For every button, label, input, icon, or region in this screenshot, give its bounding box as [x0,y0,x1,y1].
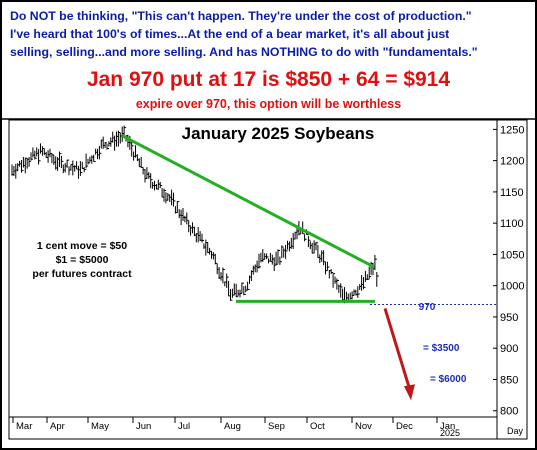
annotation-3500: = $3500 [423,343,460,354]
x-unit-label: Day [507,426,524,436]
chart-title: January 2025 Soybeans [182,124,375,143]
y-tick-label: 1050 [500,249,524,261]
y-tick-label: 950 [500,312,518,324]
x-axis-strip [8,416,498,440]
annotation-cent-move: 1 cent move = $50 [37,240,127,252]
y-tick-label: 850 [500,374,518,386]
subline-expiry: expire over 970, this option will be wor… [135,97,402,111]
y-axis-strip [496,119,528,440]
price-bars [11,125,379,304]
chart-overlays [121,134,497,401]
x-tick-label: Aug [224,421,241,432]
resistance-trendline [121,134,375,269]
projection-arrow-shaft [383,308,412,391]
annotation-6000: = $6000 [430,374,467,385]
projection-arrow-head [404,384,415,401]
annotation-dollar-move: $1 = $5000 [56,254,109,266]
y-tick-label: 1250 [500,124,524,136]
y-axis-ticks: 800 850 900 950 1000 1050 1100 1150 1200 1250 [493,124,524,418]
x-tick-label: Jan [440,421,455,432]
y-tick-label: 1000 [500,281,524,293]
header-quote: Do NOT be thinking, "This can't happen. … [10,9,478,59]
y-tick-label: 1200 [500,156,524,168]
x-tick-label: Jun [136,421,151,432]
x-tick-label: Jul [178,421,190,432]
headline-put: Jan 970 put at 17 is $850 + 64 = $914 [86,68,451,91]
y-tick-label: 900 [500,343,518,355]
x-tick-label: Apr [50,421,65,432]
y-tick-label: 1100 [500,218,524,230]
x-tick-label: Oct [310,421,325,432]
reference-level-label: 970 [419,302,436,313]
year-label: 2025 [440,428,460,438]
y-tick-label: 800 [500,406,518,418]
x-tick-label: Sep [268,421,285,432]
annotation-per-contract: per futures contract [32,268,132,280]
x-tick-label: Mar [16,421,32,432]
x-tick-label: May [91,421,109,432]
x-tick-label: Nov [355,421,372,432]
x-axis-ticks: Mar Apr May Jun Jul Aug Sep Oct Nov Dec Jan [12,417,455,432]
y-tick-label: 1150 [500,187,524,199]
x-tick-label: Dec [396,421,413,432]
